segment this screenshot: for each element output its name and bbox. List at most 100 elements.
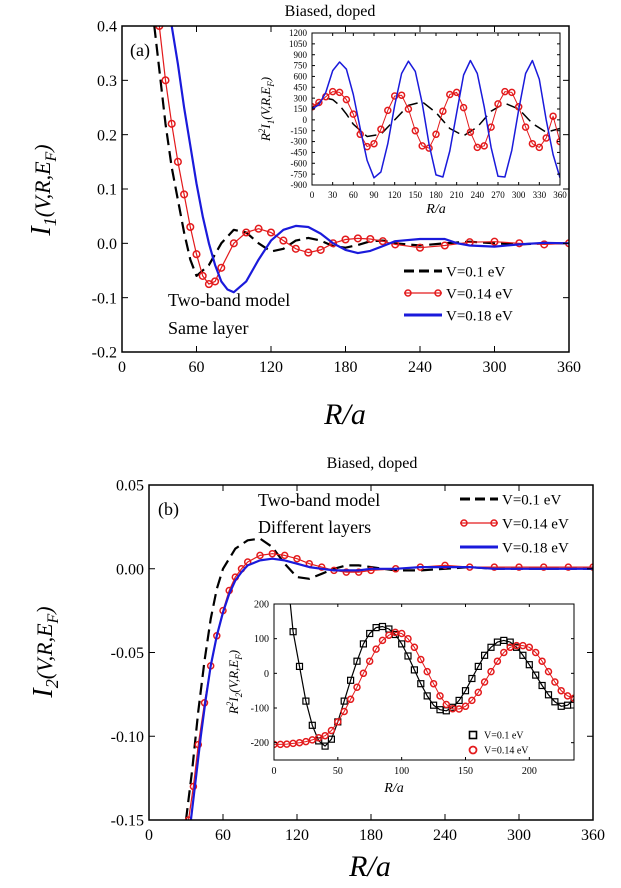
x-tick-label-a-0: 0	[118, 359, 126, 376]
data-point-b-inset-0-42	[538, 681, 546, 690]
x-tick-label-a-inset-1: 30	[328, 190, 338, 200]
data-point-b-inset-1-5	[302, 737, 310, 746]
y-tick-label-a-inset-9: 450	[294, 82, 308, 92]
data-point-a-1-1	[161, 76, 170, 85]
data-point-a-inset-1-9	[370, 139, 378, 148]
x-tick-label-a-1: 60	[189, 359, 205, 376]
y-tick-label-a-inset-8: 300	[294, 93, 308, 103]
svg-text:R2I1(V,R,EF): R2I1(V,R,EF)	[257, 77, 276, 142]
series-a-1	[155, 26, 569, 289]
data-point-a-inset-1-28	[501, 87, 509, 96]
data-point-a-inset-1-23	[466, 128, 475, 136]
data-point-b-inset-0-4	[295, 662, 304, 671]
series-a-0	[153, 26, 569, 277]
legend-marker-b-1-b	[490, 519, 498, 527]
data-point-b-inset-1-40	[525, 643, 534, 652]
data-point-b-inset-0-9	[327, 735, 335, 743]
data-point-b-inset-0-13	[353, 657, 361, 665]
data-point-a-1-22	[366, 234, 375, 244]
panel-b-y-axis-label: I2(V,R,EF)	[28, 606, 62, 698]
data-point-a-1-12	[242, 228, 251, 237]
data-point-b-inset-0-29	[455, 696, 463, 705]
panel-b-inset-y-label: R2I2(V,R,EF)	[225, 650, 244, 715]
panel-b-label: (b)	[158, 499, 179, 520]
x-tick-label-b-4: 240	[433, 827, 457, 844]
x-tick-label-b-inset-0: 0	[272, 766, 277, 777]
x-tick-label-b-0: 0	[145, 827, 153, 844]
x-tick-label-a-inset-3: 90	[370, 190, 380, 200]
data-point-a-inset-1-10	[377, 125, 385, 134]
data-point-b-inset-1-26	[436, 692, 444, 700]
data-point-a-1-25	[415, 243, 425, 252]
legend-item-b-inset-0: V=0.1 eV	[468, 730, 524, 742]
series-a-inset-2	[312, 59, 560, 179]
panel-b-x-axis-label: R/a	[348, 850, 391, 883]
data-point-b-inset-1-37	[506, 643, 514, 652]
x-tick-label-b-inset-1: 50	[333, 766, 343, 777]
data-point-b-inset-0-33	[481, 651, 489, 659]
legend-label-a-2: V=0.18 eV	[446, 308, 513, 324]
data-point-a-inset-1-35	[549, 112, 557, 120]
data-point-a-inset-1-19	[439, 107, 447, 115]
data-point-b-inset-1-20	[397, 629, 406, 638]
panel-a-x-axis-label: R/a	[323, 398, 366, 431]
x-tick-label-a-inset-10: 300	[512, 190, 526, 200]
legend-item-b-inset-1: V=0.14 eV	[468, 745, 529, 757]
legend-item-a-0: V=0.1 eV	[404, 264, 505, 280]
panel-a-inset-x-label: R/a	[425, 202, 445, 217]
legend-marker-b-1-a	[460, 519, 468, 527]
panel-a-annotation-layer: Same layer	[168, 318, 248, 338]
x-tick-label-b-1: 60	[215, 827, 231, 844]
data-point-a-1-21	[353, 234, 362, 243]
data-point-b-1-2	[194, 740, 203, 749]
x-tick-label-a-inset-6: 180	[429, 190, 443, 200]
data-point-b-inset-0-43	[544, 691, 553, 699]
series-line-a-0	[153, 26, 569, 277]
panel-a-label: (a)	[130, 40, 150, 61]
y-tick-label-b-inset-4: 200	[254, 600, 269, 611]
data-point-b-inset-0-11	[340, 697, 348, 705]
data-point-b-1-28	[564, 563, 573, 571]
data-point-b-inset-0-44	[551, 698, 559, 706]
legend-marker-b-inset-1	[468, 745, 478, 755]
data-point-b-inset-1-25	[429, 679, 438, 688]
panel-b-inset-legend: V=0.1 eV V=0.14 eV	[468, 730, 529, 757]
data-point-b-1-1	[189, 782, 198, 791]
x-tick-label-a-inset-7: 210	[450, 190, 464, 200]
svg-text:I2(V,R,EF): I2(V,R,EF)	[28, 606, 62, 698]
data-point-b-1-26	[515, 563, 523, 571]
y-tick-label-a-2: 0.0	[97, 236, 117, 253]
x-tick-label-a-3: 180	[334, 359, 358, 376]
data-point-a-inset-1-11	[384, 106, 392, 115]
data-point-a-inset-1-29	[508, 88, 516, 97]
data-point-b-inset-1-16	[372, 645, 380, 653]
legend-label-b-1: V=0.14 eV	[502, 516, 569, 532]
series-line-a-inset-0	[312, 97, 560, 138]
data-point-b-inset-0-3	[289, 628, 297, 636]
data-point-b-inset-1-23	[417, 655, 425, 664]
legend-marker-b-inset-0	[468, 730, 478, 740]
series-line-a-2	[170, 26, 569, 294]
panel-a-inset-y-label: R2I1(V,R,EF)	[257, 77, 276, 142]
series-a-inset-1	[312, 87, 560, 152]
legend-label-b-0: V=0.1 eV	[502, 492, 561, 508]
y-tick-label-a-4: 0.2	[97, 127, 117, 144]
data-point-b-inset-1-18	[385, 631, 393, 639]
data-point-b-inset-1-41	[531, 648, 540, 657]
y-tick-label-a-inset-5: -150	[291, 126, 308, 136]
panel-a-annotation-model: Two-band model	[168, 290, 290, 310]
data-point-a-inset-1-25	[480, 142, 488, 150]
data-point-a-1-26	[440, 241, 449, 250]
y-tick-label-a-inset-14: 1200	[289, 28, 308, 38]
y-tick-label-b-3: 0.00	[116, 561, 144, 578]
x-tick-label-a-inset-4: 120	[388, 190, 402, 200]
data-point-b-inset-1-13	[353, 683, 361, 691]
y-tick-label-a-3: 0.1	[97, 182, 117, 199]
x-tick-label-b-inset-3: 150	[458, 766, 473, 777]
y-tick-label-b-2: -0.05	[111, 645, 144, 662]
legend-label-b-inset-0: V=0.1 eV	[484, 731, 524, 742]
data-point-a-inset-1-20	[446, 90, 454, 99]
data-point-b-1-29	[589, 563, 593, 571]
